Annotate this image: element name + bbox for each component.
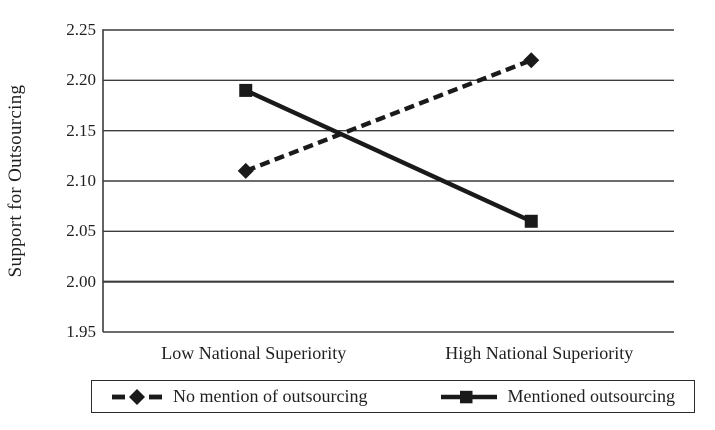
solid-line-square-icon bbox=[440, 390, 497, 403]
y-tick-label: 2.05 bbox=[66, 221, 96, 241]
data-point-diamond bbox=[523, 52, 540, 69]
legend-label-no-mention: No mention of outsourcing bbox=[173, 386, 368, 406]
legend-item-mentioned: Mentioned outsourcing bbox=[440, 386, 675, 407]
y-tick-label: 2.10 bbox=[66, 171, 96, 190]
series-line-square bbox=[244, 88, 533, 224]
y-tick-label: 2.00 bbox=[66, 271, 96, 291]
data-point-square bbox=[524, 214, 538, 228]
data-point-square bbox=[239, 83, 253, 97]
x-category-label: High National Superiority bbox=[445, 343, 634, 363]
x-category-label: Low National Superiority bbox=[161, 343, 347, 363]
legend-label-mentioned: Mentioned outsourcing bbox=[507, 386, 675, 406]
series-line-diamond bbox=[244, 58, 533, 173]
legend: No mention of outsourcing Mentioned outs… bbox=[91, 380, 695, 413]
data-point-diamond bbox=[237, 162, 254, 179]
y-tick-label: 1.95 bbox=[66, 322, 96, 341]
y-tick-label: 2.25 bbox=[66, 20, 96, 39]
y-tick-label: 2.15 bbox=[66, 120, 96, 140]
legend-item-no-mention: No mention of outsourcing bbox=[111, 386, 368, 407]
dashed-line-diamond-icon bbox=[112, 388, 163, 405]
y-tick-label: 2.20 bbox=[66, 70, 96, 90]
